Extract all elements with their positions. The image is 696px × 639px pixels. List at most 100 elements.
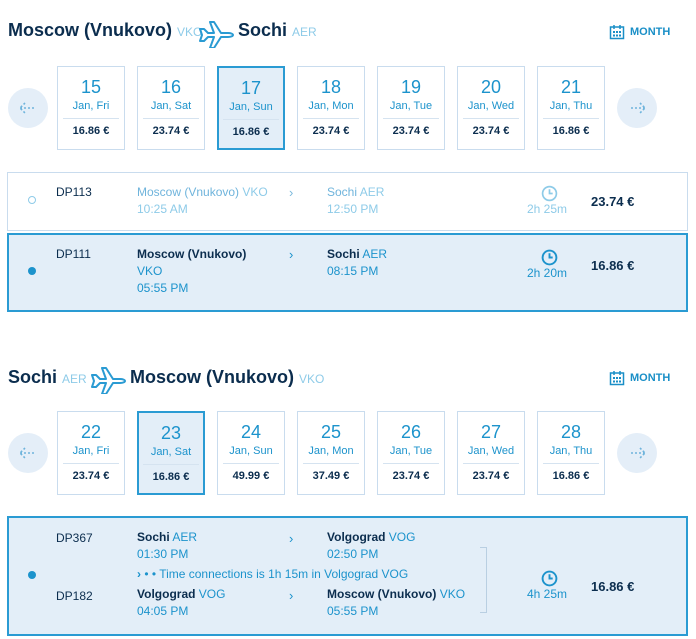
departure-code: VOG xyxy=(198,587,226,601)
departure-time: 10:25 AM xyxy=(137,202,188,216)
date-price: 37.49 € xyxy=(312,470,350,482)
outbound-from-city: Moscow (Vnukovo) xyxy=(8,20,173,40)
outbound-flight-option-1[interactable]: DP113 Moscow (Vnukovo) VKO 10:25 AM › So… xyxy=(7,172,688,231)
departure-city: Moscow (Vnukovo) VKO xyxy=(137,184,268,201)
chevron-right-icon: › xyxy=(289,185,294,200)
arrow-right-icon xyxy=(629,102,647,114)
date-number: 23 xyxy=(160,423,182,443)
date-price: 16.86 € xyxy=(152,471,190,483)
inbound-prev-dates-button[interactable] xyxy=(8,433,48,473)
date-price: 23.74 € xyxy=(392,125,430,137)
calendar-icon xyxy=(609,25,625,40)
date-number: 24 xyxy=(240,422,262,442)
date-divider xyxy=(543,463,599,464)
date-weekday: Jan, Tue xyxy=(389,100,433,112)
date-weekday: Jan, Mon xyxy=(308,100,354,112)
date-divider xyxy=(223,463,279,464)
date-weekday: Jan, Fri xyxy=(72,100,110,112)
date-weekday: Jan, Tue xyxy=(389,445,433,457)
arrow-left-icon xyxy=(18,102,36,114)
inbound-flight-option-1[interactable]: DP367 Sochi AER 01:30 PM › Volgograd VOG… xyxy=(7,516,688,636)
date-divider xyxy=(463,463,519,464)
date-weekday: Jan, Wed xyxy=(467,100,515,112)
outbound-month-button[interactable]: MONTH xyxy=(609,24,670,40)
plane-icon xyxy=(199,21,234,48)
calendar-icon xyxy=(609,371,625,386)
outbound-date-20[interactable]: 20 Jan, Wed 23.74 € xyxy=(457,66,525,150)
flight-number: DP113 xyxy=(56,185,92,199)
outbound-date-19[interactable]: 19 Jan, Tue 23.74 € xyxy=(377,66,445,150)
outbound-date-17[interactable]: 17 Jan, Sun 16.86 € xyxy=(217,66,285,150)
date-weekday: Jan, Thu xyxy=(549,100,593,112)
arrow-left-icon xyxy=(18,447,36,459)
inbound-date-25[interactable]: 25 Jan, Mon 37.49 € xyxy=(297,411,365,495)
inbound-date-27[interactable]: 27 Jan, Wed 23.74 € xyxy=(457,411,525,495)
outbound-to-code: AER xyxy=(292,25,317,39)
leg2-departure-city: Volgograd VOG xyxy=(137,586,225,603)
flight-radio-selected[interactable] xyxy=(28,571,36,579)
arrival-code: AER xyxy=(362,247,388,261)
date-divider xyxy=(383,118,439,119)
clock-icon xyxy=(541,185,558,202)
date-number: 28 xyxy=(560,422,582,442)
leg2-flight-number: DP182 xyxy=(56,589,93,603)
date-price: 16.86 € xyxy=(232,126,270,138)
date-weekday: Jan, Sun xyxy=(229,445,273,457)
inbound-date-26[interactable]: 26 Jan, Tue 23.74 € xyxy=(377,411,445,495)
inbound-date-23[interactable]: 23 Jan, Sat 16.86 € xyxy=(137,411,205,495)
flight-price: 23.74 € xyxy=(591,194,635,209)
date-price: 23.74 € xyxy=(72,470,110,482)
date-number: 16 xyxy=(160,77,182,97)
clock-icon xyxy=(541,570,558,587)
connection-chevron-icon: › xyxy=(137,567,141,581)
outbound-date-21[interactable]: 21 Jan, Thu 16.86 € xyxy=(537,66,605,150)
outbound-route-title: Moscow (Vnukovo) VKO xyxy=(8,20,202,41)
leg1-flight-number: DP367 xyxy=(56,531,93,545)
inbound-to-code: VKO xyxy=(299,372,325,386)
leg1-arrival-city: Volgograd VOG xyxy=(327,529,415,546)
flight-duration: 2h 20m xyxy=(527,266,568,280)
flight-number: DP111 xyxy=(56,247,91,261)
inbound-date-22[interactable]: 22 Jan, Fri 23.74 € xyxy=(57,411,125,495)
date-divider xyxy=(143,118,199,119)
date-number: 17 xyxy=(240,78,262,98)
connection-text: • • Time connections is 1h 15m in Volgog… xyxy=(144,567,409,581)
date-number: 15 xyxy=(80,77,102,97)
arrival-code: VOG xyxy=(388,530,416,544)
chevron-right-icon: › xyxy=(289,531,294,546)
inbound-date-24[interactable]: 24 Jan, Sun 49.99 € xyxy=(217,411,285,495)
clock-icon xyxy=(541,249,558,266)
inbound-month-button[interactable]: MONTH xyxy=(609,370,670,386)
date-number: 22 xyxy=(80,422,102,442)
date-divider xyxy=(303,463,359,464)
outbound-date-16[interactable]: 16 Jan, Sat 23.74 € xyxy=(137,66,205,150)
date-price: 16.86 € xyxy=(72,125,110,137)
departure-code: VKO xyxy=(137,264,163,278)
date-divider xyxy=(63,463,119,464)
departure-city-name: Moscow (Vnukovo) xyxy=(137,185,240,199)
flight-radio-selected[interactable] xyxy=(28,267,36,275)
date-price: 23.74 € xyxy=(472,470,510,482)
date-number: 19 xyxy=(400,77,422,97)
leg1-departure-city: Sochi AER xyxy=(137,529,197,546)
flight-duration: 2h 25m xyxy=(527,202,568,216)
outbound-flight-option-2[interactable]: DP111 Moscow (Vnukovo) VKO 05:55 PM › So… xyxy=(7,233,688,312)
outbound-date-18[interactable]: 18 Jan, Mon 23.74 € xyxy=(297,66,365,150)
flight-price: 16.86 € xyxy=(591,579,635,594)
inbound-next-dates-button[interactable] xyxy=(617,433,657,473)
departure-city-name: Volgograd xyxy=(137,587,196,601)
arrival-city-name: Sochi xyxy=(327,185,358,199)
date-divider xyxy=(463,118,519,119)
inbound-date-28[interactable]: 28 Jan, Thu 16.86 € xyxy=(537,411,605,495)
outbound-date-15[interactable]: 15 Jan, Fri 16.86 € xyxy=(57,66,125,150)
outbound-prev-dates-button[interactable] xyxy=(8,88,48,128)
date-divider xyxy=(223,119,279,120)
connection-info: › • • Time connections is 1h 15m in Volg… xyxy=(137,566,408,583)
leg1-arrival-time: 02:50 PM xyxy=(327,547,379,561)
arrival-time: 12:50 PM xyxy=(327,202,379,216)
date-divider xyxy=(143,464,199,465)
departure-city-name: Moscow (Vnukovo) xyxy=(137,247,247,261)
date-weekday: Jan, Sat xyxy=(150,100,192,112)
outbound-next-dates-button[interactable] xyxy=(617,88,657,128)
flight-radio[interactable] xyxy=(28,196,36,204)
